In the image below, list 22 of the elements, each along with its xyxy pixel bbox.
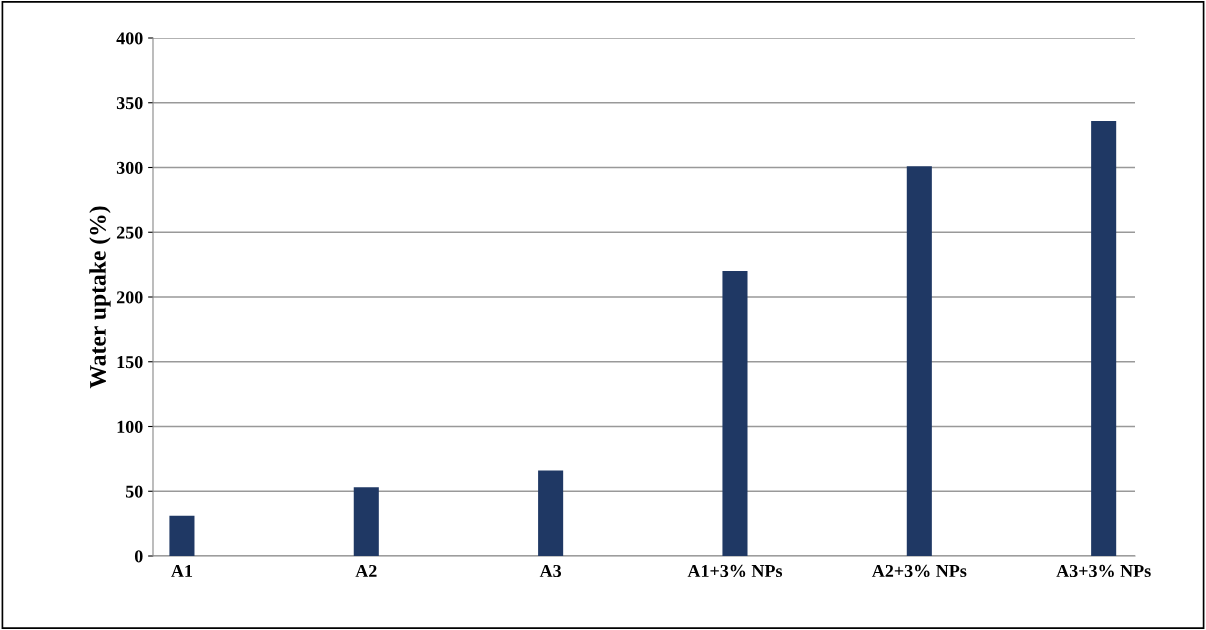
bar: [1091, 120, 1117, 556]
bar: [538, 470, 564, 556]
x-tick-label: A2+3% NPs: [871, 564, 967, 578]
y-tick-label: 300: [116, 161, 143, 174]
x-tick-label: A2: [355, 564, 377, 577]
x-tick-label: A3: [539, 564, 562, 578]
y-tick-label: 200: [116, 291, 143, 304]
bar: [722, 271, 748, 556]
y-tick-label: 0: [134, 550, 143, 563]
y-tick-label: 50: [125, 485, 143, 498]
bar: [353, 487, 379, 556]
bar: [906, 166, 932, 556]
y-tick-label: 250: [116, 226, 143, 239]
bar: [169, 515, 195, 556]
y-tick-label: 150: [117, 356, 143, 369]
y-tick-label: 350: [116, 97, 143, 110]
y-tick-label: 100: [117, 420, 143, 433]
x-tick-label: A1+3% NPs: [687, 564, 783, 578]
x-tick-label: A1: [171, 564, 193, 577]
y-axis-title: Water uptake (%): [89, 206, 111, 389]
x-tick-label: A3+3% NPs: [1056, 564, 1151, 578]
y-tick-label: 400: [116, 32, 143, 45]
